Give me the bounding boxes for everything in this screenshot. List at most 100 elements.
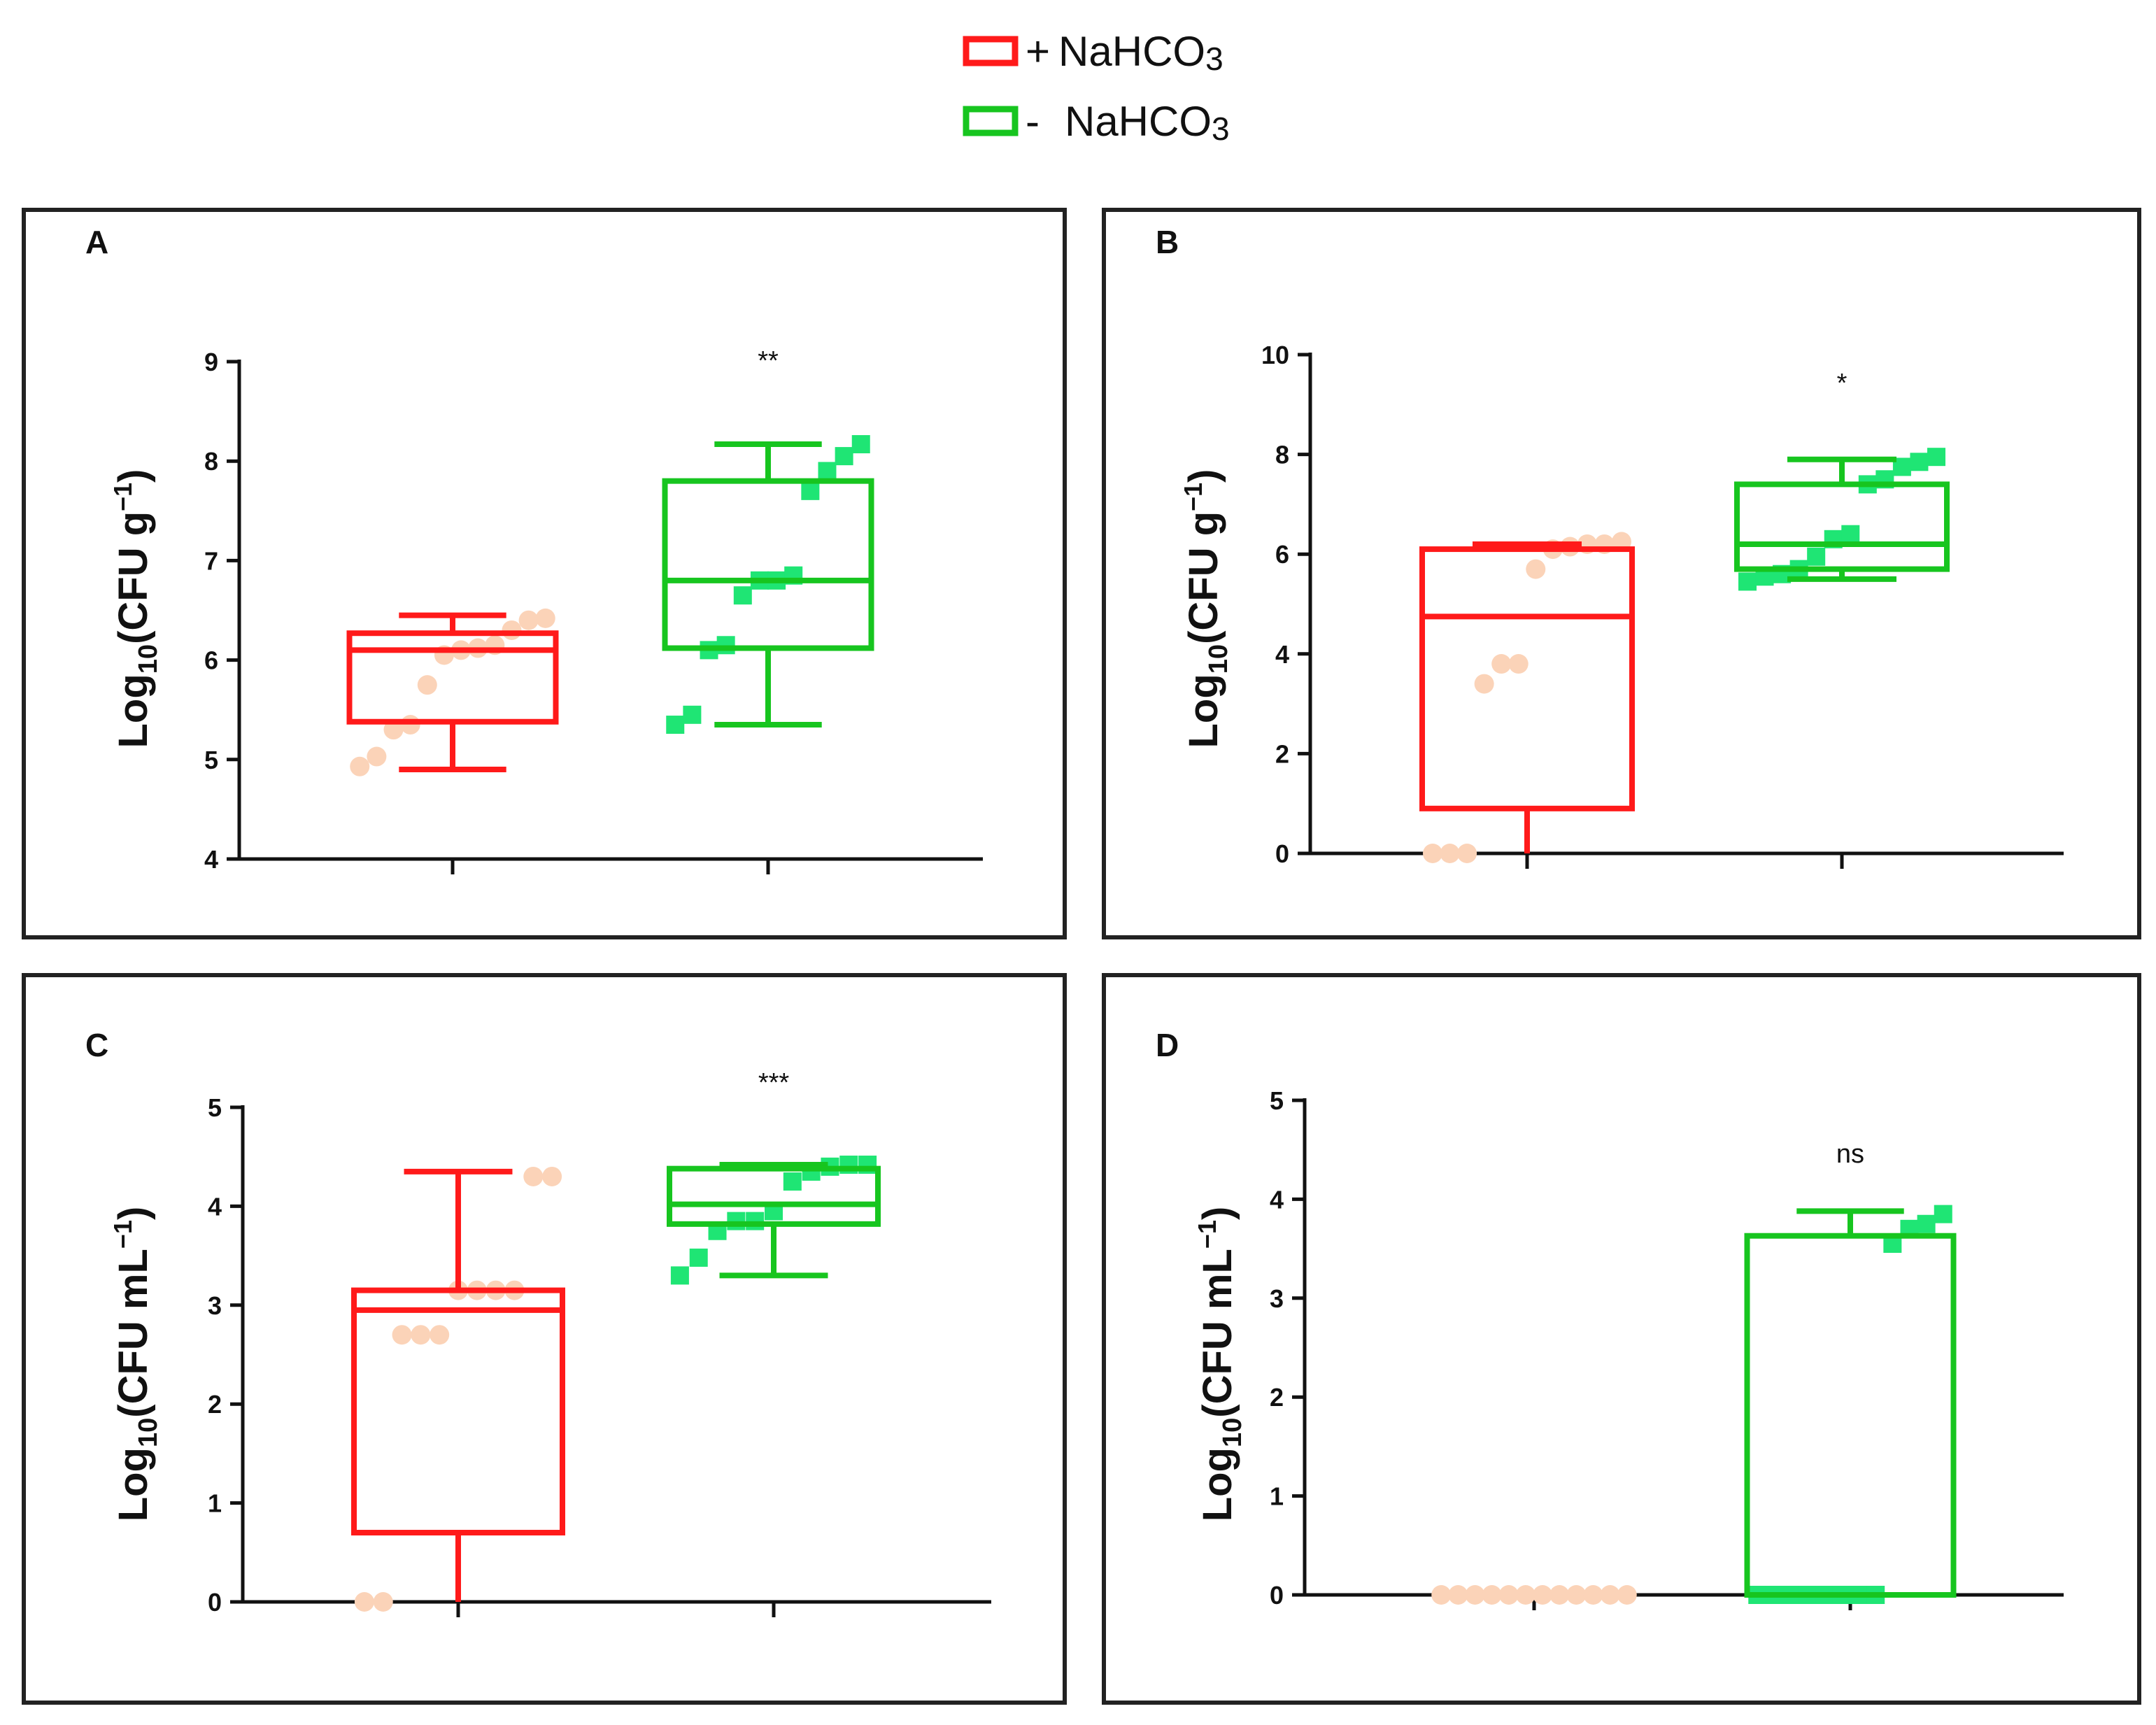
panel-c-plus-point [523, 1166, 544, 1186]
panel-b-minus-box [1734, 481, 1950, 572]
panel-a-minus-point [851, 435, 870, 454]
panel-d-plus-point [1482, 1585, 1502, 1605]
panel-b-ytick-label: 8 [1275, 441, 1289, 469]
panel-a-plus-box [346, 630, 559, 725]
panel-d-plus-point [1498, 1585, 1519, 1605]
panel-b-ytick-label: 2 [1275, 739, 1289, 768]
panel-a-frame [22, 208, 1067, 939]
panel-d-significance: ns [1836, 1140, 1864, 1169]
panel-b-ytick-label: 10 [1261, 341, 1289, 369]
panel-a-plus-point [502, 620, 522, 640]
panel-a-letter: A [85, 224, 108, 260]
legend-swatch-minus [963, 106, 1019, 136]
panel-c-plus-point [373, 1592, 393, 1612]
panel-d-ytick-label: 3 [1270, 1284, 1284, 1313]
panel-d-ytick-label: 4 [1270, 1185, 1284, 1214]
panel-c-ytick-label: 1 [208, 1489, 222, 1518]
panel-a-minus-point [733, 586, 752, 605]
panel-b-minus-point [1807, 547, 1826, 566]
legend-label-minus: - NaHCO3 [1026, 98, 1230, 147]
panel-c-plus-point [354, 1592, 374, 1612]
panel-b-ytick-label: 4 [1275, 640, 1289, 669]
panel-c-plus-point [392, 1325, 412, 1345]
panel-d-plot: 0 1 2 3 4 5 ns [1270, 1086, 2064, 1610]
panel-a-ytick-label: 8 [204, 447, 218, 476]
legend: + NaHCO3 - NaHCO3 [963, 28, 1230, 147]
panel-b-plus-point [1423, 844, 1442, 863]
panel-c-plot: 0 1 2 3 4 5 *** [208, 1068, 991, 1617]
panel-b-significance: * [1837, 369, 1848, 398]
panel-a-plus-point [367, 746, 387, 767]
panel-a-plus-point [417, 675, 437, 695]
panel-a-ytick-label: 9 [204, 348, 218, 376]
panel-a-significance: ** [758, 346, 779, 376]
panel-c-ytick-label: 5 [208, 1093, 222, 1122]
panel-c-minus-point [670, 1266, 689, 1285]
legend-swatch-plus [963, 36, 1019, 66]
panel-c-frame [22, 973, 1067, 1705]
panel-c-plus-point [411, 1325, 431, 1345]
panel-d-plus-point [1583, 1585, 1603, 1605]
panel-d-plus-point [1465, 1585, 1485, 1605]
panel-b-plot: 0 2 4 6 8 10 * [1261, 341, 2064, 869]
legend-label-plus: + NaHCO3 [1026, 28, 1224, 77]
panel-d-ylabel: Log10(CFU mL−1) [1193, 1207, 1247, 1522]
panel-d-plus-point [1431, 1585, 1452, 1605]
panel-d-plus-point [1617, 1585, 1637, 1605]
panel-a-ytick-label: 6 [204, 646, 218, 675]
panel-a-minus-point [716, 636, 735, 655]
panel-b-minus-point [1738, 572, 1757, 591]
panel-d-minus-point [1934, 1205, 1952, 1223]
panel-a-minus-box [662, 478, 874, 651]
panel-a-plus-point [535, 608, 555, 628]
panel-b-ylabel: Log10(CFU g−1) [1179, 469, 1233, 748]
panel-a-minus-point [666, 716, 685, 734]
panel-d-ytick-label: 5 [1270, 1086, 1284, 1115]
panel-d-plus-point [1448, 1585, 1468, 1605]
panel-d-letter: D [1156, 1027, 1179, 1063]
panel-a-minus-point [835, 447, 853, 466]
panel-a-plus-point [350, 756, 370, 776]
panel-d-minus-point [1917, 1214, 1936, 1233]
panel-c-minus-point [689, 1248, 708, 1267]
panel-a-ytick-label: 5 [204, 746, 218, 774]
panel-b-plus-point [1491, 654, 1512, 674]
panel-c-minus-point [727, 1212, 746, 1230]
panel-a-minus-point [818, 462, 837, 481]
panel-b-letter: B [1156, 224, 1179, 260]
panel-c-plus-box [351, 1287, 565, 1536]
panel-b-minus-point [1910, 453, 1929, 471]
panel-b-ytick-label: 6 [1275, 540, 1289, 569]
panel-a-plus-point [400, 715, 420, 735]
panel-a-plus-point [518, 610, 539, 630]
panel-b-frame [1102, 208, 2141, 939]
panel-d-plus-point [1533, 1585, 1553, 1605]
panel-c-ytick-label: 3 [208, 1291, 222, 1320]
panel-d-ytick-label: 0 [1270, 1581, 1284, 1610]
panel-b-minus-point [1841, 525, 1860, 544]
panel-b-plus-box [1419, 546, 1635, 811]
panel-a-plot: 4 5 6 7 8 9 ** [204, 346, 983, 874]
panel-c-minus-point [746, 1212, 765, 1230]
panel-a-plus-point [383, 720, 404, 740]
panel-a-ytick-label: 7 [204, 546, 218, 575]
panel-b-plus-point [1474, 674, 1494, 694]
panel-a-ylabel: Log10(CFU g−1) [108, 469, 163, 748]
panel-b-plus-point [1526, 559, 1546, 579]
panel-d-plus-point [1515, 1585, 1536, 1605]
panel-c-ytick-label: 0 [208, 1588, 222, 1617]
panel-a-minus-point [683, 705, 702, 724]
panel-b-plus-point [1440, 844, 1460, 863]
panel-d-plus-point [1549, 1585, 1570, 1605]
panel-b-minus-point [1927, 448, 1945, 467]
panel-c-significance: *** [758, 1068, 790, 1098]
panel-b-plus-point [1508, 654, 1529, 674]
panel-c-minus-box [667, 1165, 881, 1227]
panel-d-ytick-label: 2 [1270, 1383, 1284, 1412]
panel-b-ytick-label: 0 [1275, 839, 1289, 868]
panel-d-frame [1102, 973, 2141, 1705]
panel-d-plus-point [1566, 1585, 1587, 1605]
panel-a-ytick-label: 4 [204, 845, 218, 874]
panel-a-minus-point [801, 481, 820, 500]
